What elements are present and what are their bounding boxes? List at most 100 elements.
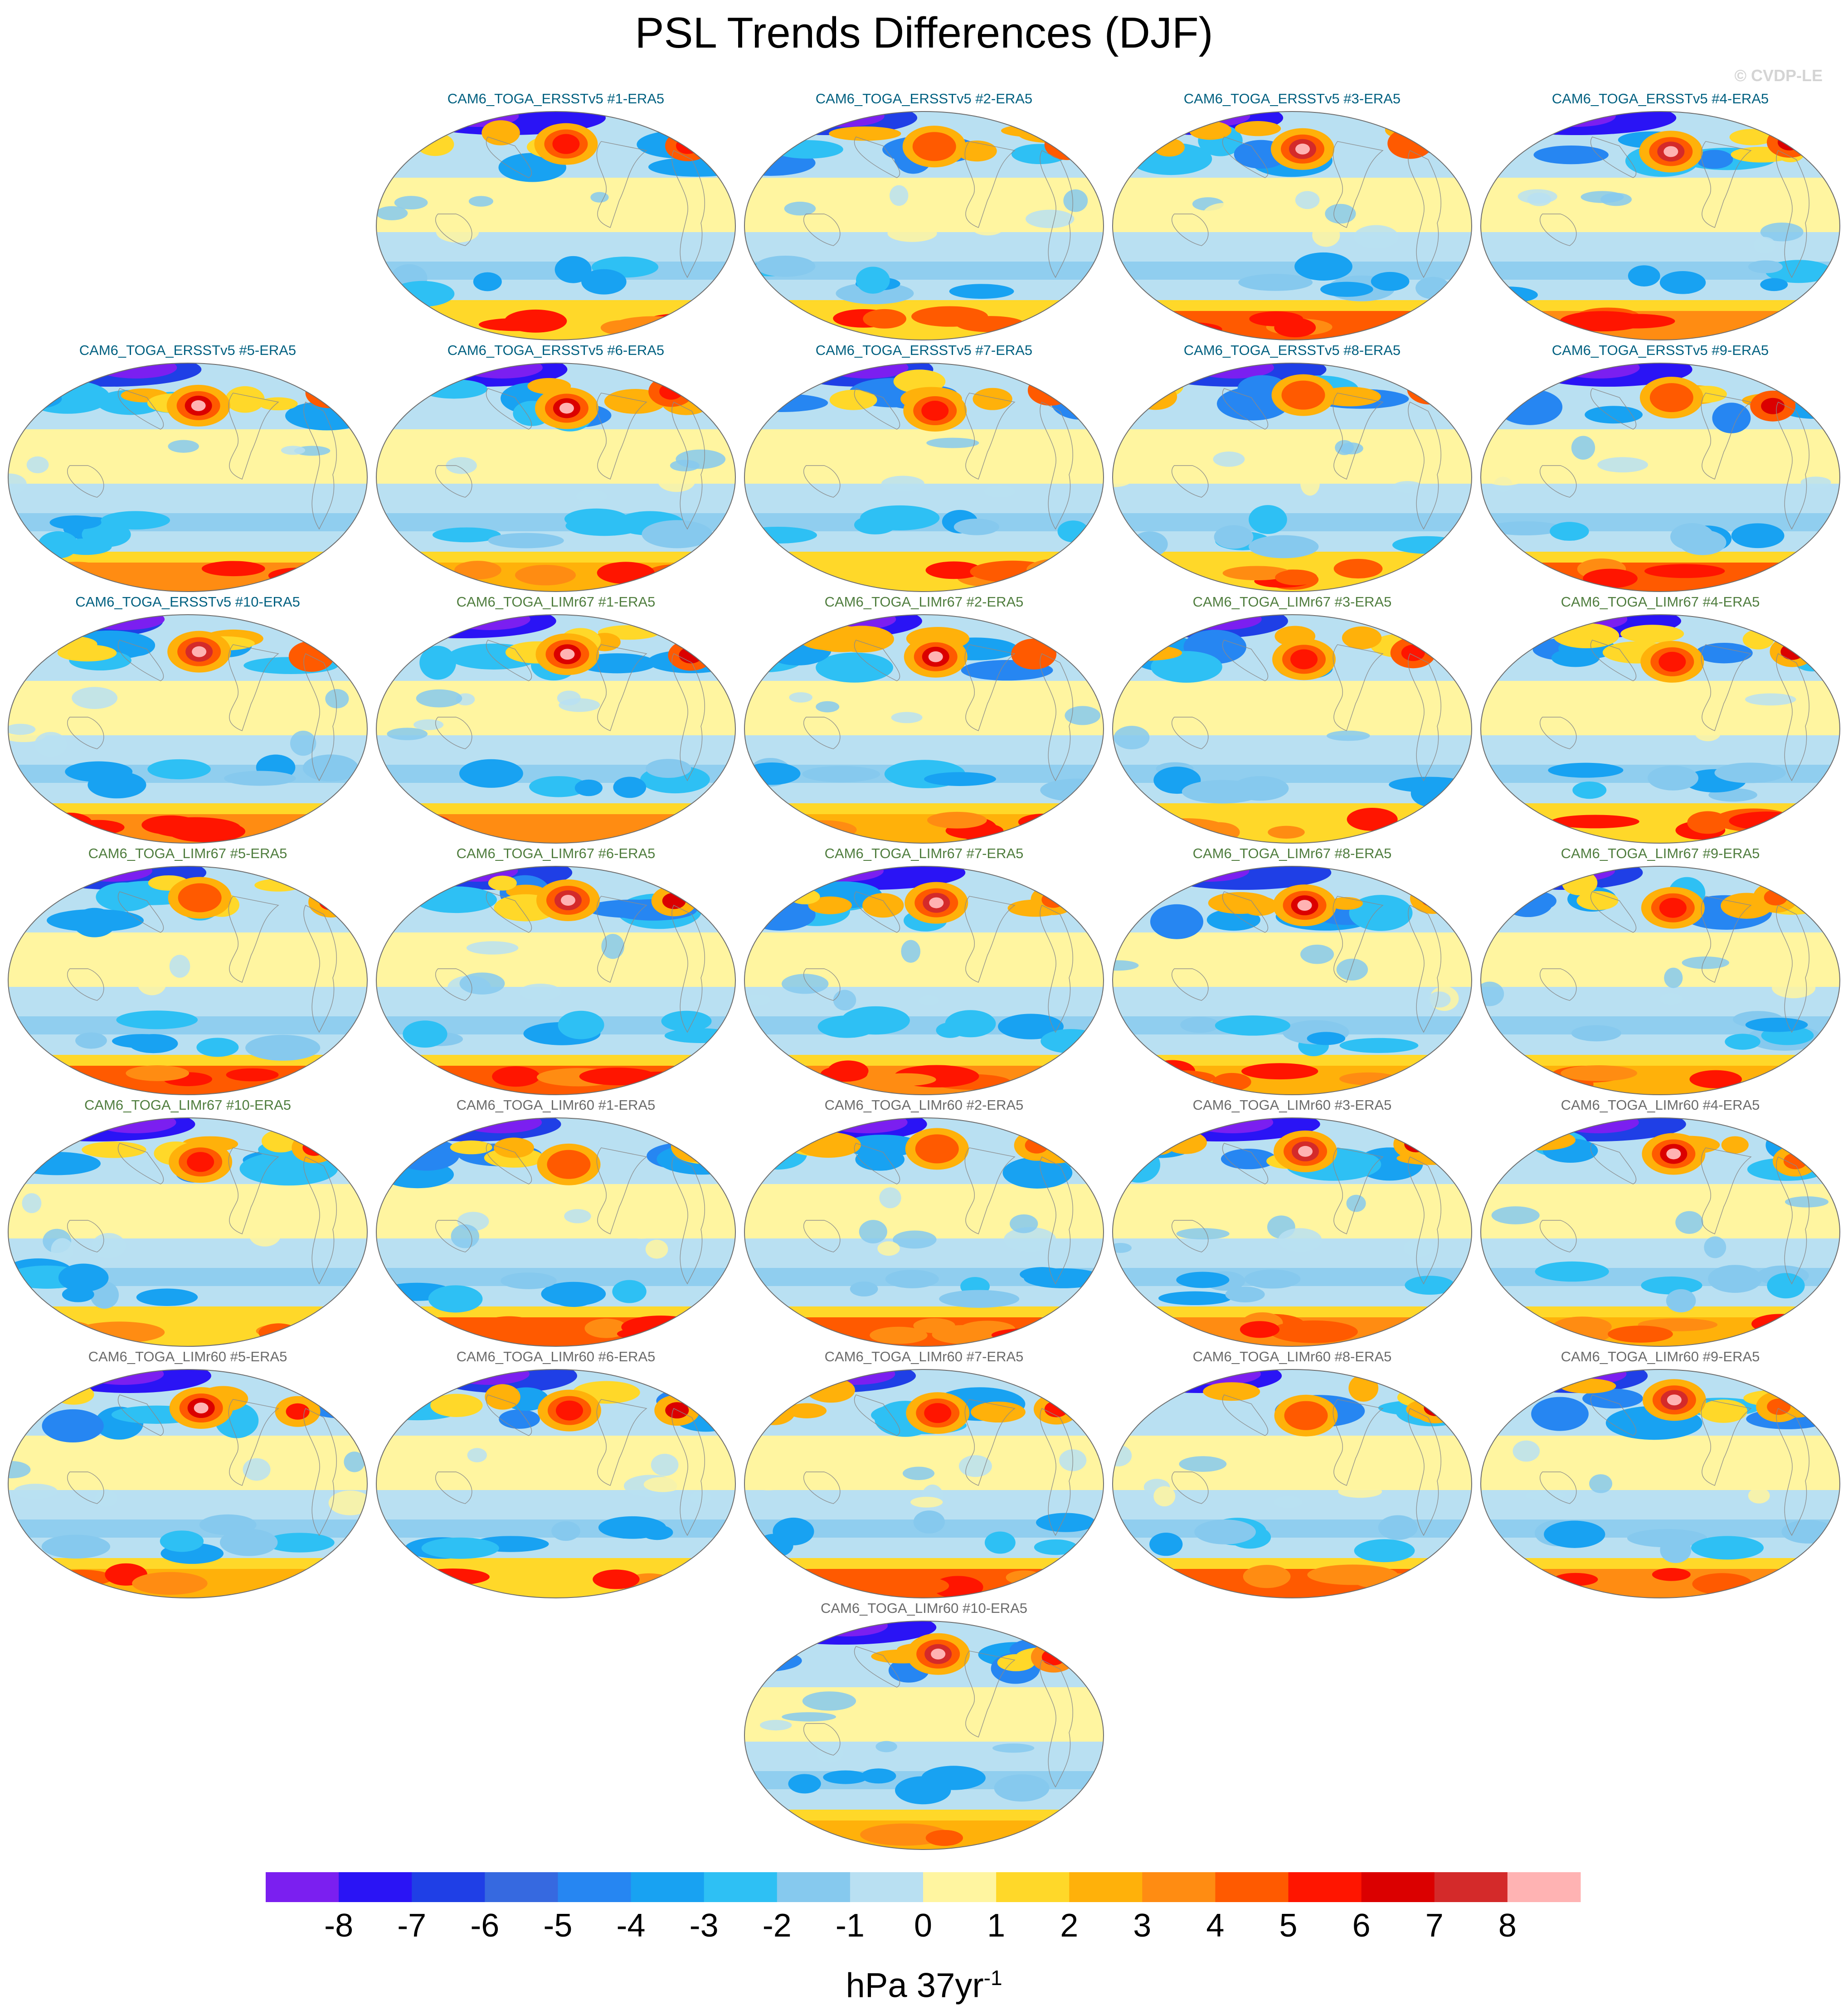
- colorbar-swatch: [339, 1872, 412, 1902]
- southern-band: [744, 812, 1104, 843]
- coastline: [671, 905, 705, 1033]
- global-map: [1112, 1117, 1472, 1347]
- panel-title: CAM6_TOGA_LIMr60 #3-ERA5: [1192, 1097, 1392, 1113]
- coastline: [435, 968, 472, 1001]
- global-map: [376, 1369, 736, 1598]
- coastline: [964, 896, 1016, 983]
- map-border: [1480, 1117, 1840, 1347]
- panel-title: CAM6_TOGA_LIMr60 #9-ERA5: [1561, 1349, 1760, 1364]
- map-border: [744, 1117, 1104, 1347]
- global-map: [8, 1369, 368, 1598]
- coastline: [1776, 150, 1809, 278]
- global-map: [1480, 111, 1840, 340]
- map-border: [376, 1369, 736, 1598]
- map-border: [1112, 363, 1472, 592]
- colorbar-tick-label: -7: [397, 1908, 426, 1944]
- atlantic-anomaly: [1413, 1392, 1459, 1423]
- units-base: hPa 37yr: [846, 1966, 984, 2005]
- map-panel: CAM6_TOGA_LIMr60 #7-ERA5: [743, 1349, 1105, 1601]
- map-panel: CAM6_TOGA_LIMr60 #4-ERA5: [1479, 1097, 1842, 1349]
- coastline: [964, 141, 1016, 228]
- tropical-band: [8, 681, 367, 735]
- coastline: [803, 1220, 841, 1253]
- coastline: [1540, 717, 1577, 749]
- map-panel: CAM6_TOGA_ERSSTv5 #6-ERA5: [374, 342, 737, 594]
- map-panel: CAM6_TOGA_ERSSTv5 #9-ERA5: [1479, 342, 1842, 594]
- map-panel: CAM6_TOGA_ERSSTv5 #5-ERA5: [6, 342, 369, 594]
- panel-title: CAM6_TOGA_LIMr60 #4-ERA5: [1561, 1097, 1760, 1113]
- colorbar-swatch: [850, 1872, 924, 1902]
- map-border: [744, 866, 1104, 1095]
- coastline: [486, 1143, 532, 1185]
- panel-title: CAM6_TOGA_LIMr67 #10-ERA5: [84, 1097, 291, 1113]
- global-map: [1480, 866, 1840, 1095]
- coastline: [1408, 402, 1441, 530]
- coastline: [1040, 653, 1073, 782]
- coastline: [671, 653, 705, 782]
- southern-band: [744, 561, 1104, 592]
- tropical-band: [376, 1184, 735, 1238]
- tropical-band: [1113, 178, 1472, 232]
- panel-title: CAM6_TOGA_ERSSTv5 #1-ERA5: [447, 91, 665, 107]
- panel-title: CAM6_TOGA_LIMr67 #5-ERA5: [88, 845, 287, 861]
- coastline: [1701, 644, 1752, 731]
- map-border: [1112, 866, 1472, 1095]
- panel-title: CAM6_TOGA_LIMr67 #4-ERA5: [1561, 594, 1760, 610]
- global-map: [1112, 614, 1472, 844]
- southern-band: [376, 1567, 735, 1598]
- map-border: [1480, 363, 1840, 592]
- coastline: [1776, 402, 1809, 530]
- colorbar-swatch: [1361, 1872, 1435, 1902]
- colorbar-tick-label: 6: [1352, 1908, 1371, 1944]
- global-map: [1480, 363, 1840, 592]
- global-map: [376, 1117, 736, 1347]
- coastline: [671, 402, 705, 530]
- global-map: [1112, 866, 1472, 1095]
- global-map: [1112, 111, 1472, 340]
- map-panel: CAM6_TOGA_LIMr60 #3-ERA5: [1111, 1097, 1474, 1349]
- coastline: [1776, 653, 1809, 782]
- coastline: [1222, 1143, 1269, 1185]
- coastline: [486, 640, 532, 681]
- atlantic-anomaly: [1027, 374, 1073, 406]
- panel-title: CAM6_TOGA_LIMr60 #6-ERA5: [456, 1349, 656, 1364]
- map-panel: CAM6_TOGA_LIMr67 #7-ERA5: [743, 845, 1105, 1097]
- colorbar-swatch: [1288, 1872, 1362, 1902]
- atlantic-anomaly: [1031, 884, 1076, 915]
- map-panel: CAM6_TOGA_LIMr67 #6-ERA5: [374, 845, 737, 1097]
- coastline: [1333, 141, 1384, 228]
- coastline: [854, 388, 900, 430]
- tropical-band: [376, 932, 735, 987]
- colorbar-swatch: [923, 1872, 997, 1902]
- coastline: [486, 388, 532, 430]
- map-border: [376, 363, 736, 592]
- atlantic-anomaly: [1766, 126, 1812, 158]
- global-map: [376, 111, 736, 340]
- coastline: [228, 896, 279, 983]
- global-map: [376, 614, 736, 844]
- coastline: [854, 1394, 900, 1436]
- colorbar-units: hPa 37yr-1: [0, 1966, 1848, 2005]
- coastline: [67, 968, 104, 1001]
- coastline: [1776, 1408, 1809, 1536]
- colorbar-swatch: [266, 1872, 339, 1902]
- southern-band: [1481, 1064, 1840, 1095]
- colorbar-swatch: [558, 1872, 632, 1902]
- panel-title: CAM6_TOGA_LIMr67 #7-ERA5: [824, 845, 1024, 861]
- coastline: [486, 1394, 532, 1436]
- coastline: [803, 717, 841, 749]
- panel-title: CAM6_TOGA_LIMr60 #2-ERA5: [824, 1097, 1024, 1113]
- global-map: [8, 866, 368, 1095]
- map-panel: CAM6_TOGA_ERSSTv5 #10-ERA5: [6, 594, 369, 846]
- coastline: [964, 393, 1016, 480]
- coastline: [1701, 141, 1752, 228]
- coastline: [1701, 393, 1752, 480]
- global-map: [376, 363, 736, 592]
- map-border: [1112, 111, 1472, 340]
- map-border: [8, 614, 368, 844]
- panel-title: CAM6_TOGA_ERSSTv5 #6-ERA5: [447, 342, 665, 358]
- tropical-band: [8, 429, 367, 484]
- figure-title: PSL Trends Differences (DJF): [635, 9, 1213, 57]
- map-border: [1480, 614, 1840, 844]
- coastline: [1222, 1394, 1269, 1436]
